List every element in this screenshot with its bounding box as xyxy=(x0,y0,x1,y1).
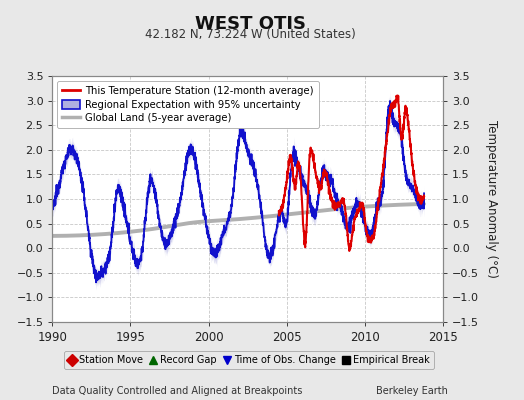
Text: WEST OTIS: WEST OTIS xyxy=(195,15,306,33)
Text: 42.182 N, 73.224 W (United States): 42.182 N, 73.224 W (United States) xyxy=(145,28,356,41)
Legend: Station Move, Record Gap, Time of Obs. Change, Empirical Break: Station Move, Record Gap, Time of Obs. C… xyxy=(64,351,433,369)
Legend: This Temperature Station (12-month average), Regional Expectation with 95% uncer: This Temperature Station (12-month avera… xyxy=(58,81,319,128)
Text: Berkeley Earth: Berkeley Earth xyxy=(376,386,448,396)
Y-axis label: Temperature Anomaly (°C): Temperature Anomaly (°C) xyxy=(485,120,498,278)
Text: Data Quality Controlled and Aligned at Breakpoints: Data Quality Controlled and Aligned at B… xyxy=(52,386,303,396)
